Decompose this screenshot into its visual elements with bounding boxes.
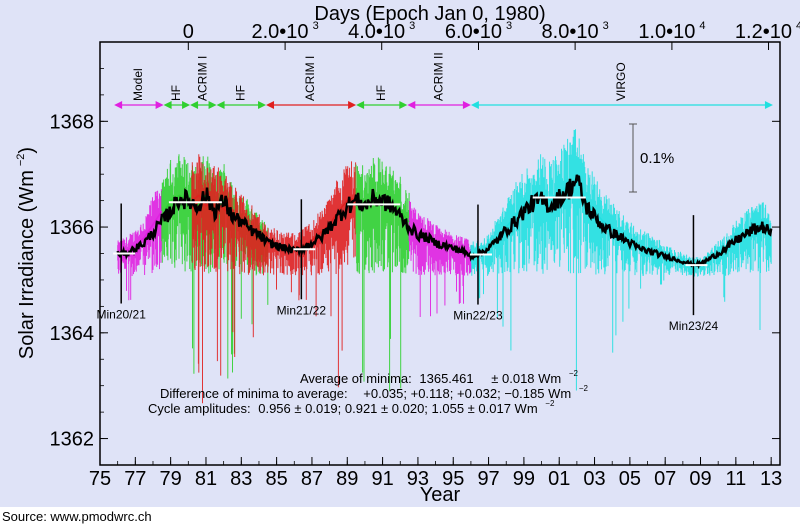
instrument-arrow-right-7 [765, 101, 773, 109]
instrument-arrow-right-6 [463, 101, 471, 109]
scale-bar: 0.1% [629, 124, 674, 192]
instrument-label-3: HF [233, 85, 247, 101]
x-tick-label-6: 87 [301, 468, 323, 490]
instrument-arrow-left-0 [114, 101, 122, 109]
y-tick-label-2: 1366 [50, 217, 95, 239]
x-tick-label-1: 77 [124, 468, 146, 490]
instrument-arrow-right-1 [182, 101, 190, 109]
x-tick-label-19: 13 [760, 468, 782, 490]
statistics-annotation: Average of minima: 1365.461 ± 0.018 Wm −… [148, 369, 588, 416]
instrument-arrow-right-0 [156, 101, 164, 109]
x-tick-label-8: 91 [371, 468, 393, 490]
instrument-label-6: ACRIM II [431, 52, 445, 101]
instrument-label-1: HF [169, 85, 183, 101]
instrument-label-2: ACRIM I [195, 56, 209, 101]
instrument-arrow-right-2 [209, 101, 217, 109]
x-tick-label-5: 85 [265, 468, 287, 490]
raw-scatter-5 [471, 129, 771, 390]
instrument-arrow-left-5 [356, 101, 364, 109]
y-tick-label-1: 1364 [50, 323, 95, 345]
x-tick-label-7: 89 [336, 468, 358, 490]
x-tick-label-12: 99 [513, 468, 535, 490]
y-tick-label-0: 1362 [50, 429, 95, 451]
x-tick-label-18: 11 [725, 468, 746, 490]
minimum-label-1: Min21/22 [277, 303, 327, 317]
minimum-label-3: Min23/24 [669, 319, 719, 333]
instrument-label-7: VIRGO [614, 62, 628, 101]
instrument-label-0: Model [131, 68, 145, 101]
x-tick-label-2: 79 [160, 468, 182, 490]
x-tick-label-0: 75 [89, 468, 111, 490]
chart-title: Days (Epoch Jan 0, 1980) [314, 3, 545, 25]
x-axis-label: Year [420, 484, 461, 506]
instrument-arrow-right-3 [258, 101, 266, 109]
instrument-band-layer: Model HF ACRIM I HF ACRIM I HF ACRIM II VIRGO [114, 52, 773, 109]
instrument-arrow-left-7 [471, 101, 479, 109]
instrument-arrow-left-3 [217, 101, 225, 109]
y-axis-label-exponent: −2 [15, 154, 27, 167]
difference-minima-text: Difference of minima to average: +0.035;… [160, 384, 588, 401]
instrument-arrow-left-2 [190, 101, 198, 109]
x-tick-label-15: 05 [619, 468, 641, 490]
raw-data-layer [118, 129, 772, 403]
instrument-arrow-left-4 [266, 101, 274, 109]
y-axis-label-group: Solar Irradiance (Wm−2) [15, 147, 38, 359]
instrument-arrow-right-4 [348, 101, 356, 109]
x-tick-label-13: 01 [548, 468, 570, 490]
instrument-arrow-left-6 [407, 101, 415, 109]
minimum-label-2: Min22/23 [453, 309, 503, 323]
instrument-label-5: HF [374, 85, 388, 101]
top-tick-label-0: 0 [183, 21, 194, 43]
x-tick-label-3: 81 [195, 468, 217, 490]
minimum-label-0: Min20/21 [97, 308, 147, 322]
y-tick-label-3: 1368 [50, 111, 95, 133]
x-tick-label-4: 83 [230, 468, 252, 490]
x-tick-label-17: 09 [689, 468, 711, 490]
average-minima-text: Average of minima: 1365.461 ± 0.018 Wm −… [300, 369, 579, 386]
x-tick-label-11: 97 [477, 468, 499, 490]
instrument-arrow-right-5 [399, 101, 407, 109]
x-tick-label-16: 07 [654, 468, 676, 490]
instrument-arrow-left-1 [164, 101, 172, 109]
y-axis-label: Solar Irradiance (Wm−2) [15, 147, 38, 359]
cycle-amplitudes-text: Cycle amplitudes: 0.956 ± 0.019; 0.921 ±… [148, 399, 555, 416]
x-tick-label-14: 03 [583, 468, 605, 490]
source-credit: Source: www.pmodwrc.ch [2, 509, 152, 524]
instrument-label-4: ACRIM I [303, 56, 317, 101]
raw-scatter-3 [356, 158, 409, 392]
scale-bar-label: 0.1% [640, 150, 674, 167]
raw-scatter-4 [409, 201, 471, 317]
